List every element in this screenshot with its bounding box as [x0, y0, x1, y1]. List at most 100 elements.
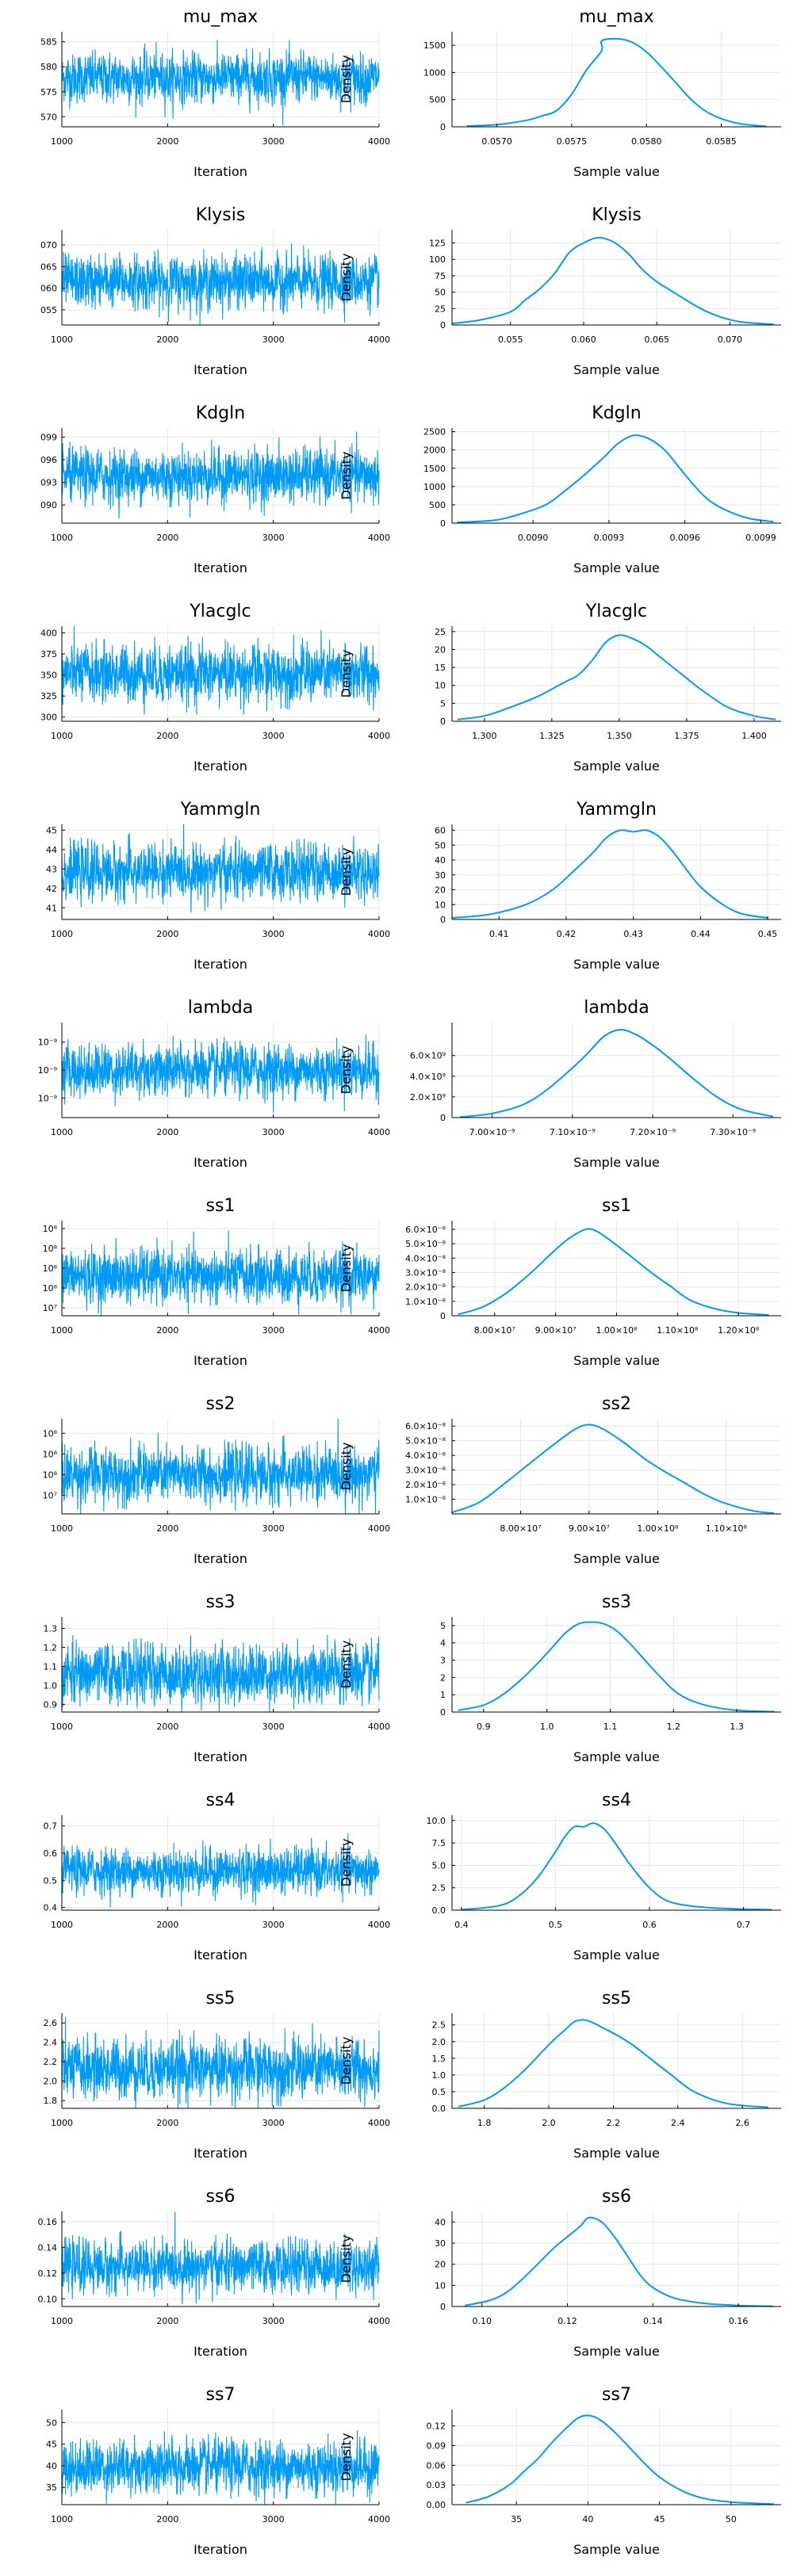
trace-y-tick-label: 0.5 [44, 1875, 58, 1886]
density-x-tick-label: 0.0580 [631, 136, 662, 147]
trace-y-tick-label: 41 [46, 903, 57, 913]
trace-x-tick-label: 1000 [51, 1722, 73, 1732]
density-x-tick-label: 0.4 [454, 1920, 469, 1930]
density-curve [465, 2216, 773, 2307]
trace-series [61, 431, 380, 519]
density-x-tick-label: 7.10×10⁻⁹ [550, 1127, 596, 1137]
density-x-tick-label: 0.060 [571, 334, 596, 345]
trace-y-tick-label: 10⁷ [43, 1491, 57, 1501]
density-y-tick-label: 10 [435, 2280, 446, 2291]
density-curve [465, 2414, 775, 2505]
density-x-tick-label: 1.00×10⁸ [637, 1523, 679, 1534]
chain-row-Kdgln: 1000 2000 3000 4000 090 093 096 099 Iteration Kdg… [40, 403, 781, 575]
density-y-tick-label: 0.0 [432, 2104, 446, 2114]
trace-x-tick-label: 1000 [51, 136, 73, 147]
chain-row-ss2: 1000 2000 3000 4000 10⁷ 10⁸ 10⁸ 10⁸ Iteration ss2… [43, 1394, 781, 1566]
density-y-tick-label: 1000 [423, 482, 446, 492]
density-x-tick-label: 2.2 [607, 2118, 621, 2128]
trace-x-tick-label: 3000 [262, 1920, 285, 1930]
trace-x-tick-label: 3000 [262, 1722, 285, 1732]
density-x-tick-label: 1.2 [667, 1722, 681, 1732]
chain-row-Klysis: 1000 2000 3000 4000055060065070IterationKly… [40, 205, 781, 377]
density-y-tick-label: 3.0×10⁻⁸ [405, 1267, 446, 1278]
trace-series [61, 1418, 380, 1515]
trace-y-tick-label: 2.4 [44, 2038, 58, 2048]
density-y-tick-label: 500 [429, 95, 446, 105]
trace-x-tick-label: 2000 [156, 731, 178, 741]
density-y-tick-label: 1.5 [432, 2054, 446, 2064]
density-y-tick-label: 2.0×10⁻⁸ [405, 1282, 446, 1293]
trace-x-label: Iteration [193, 2146, 247, 2161]
density-curve [459, 1029, 774, 1118]
density-panel: 0.4 0.5 0.6 0.7 0.0 2.5 5.0 7.5 10.0 Sample value… [339, 1791, 781, 1963]
density-x-tick-label: 0.43 [623, 929, 643, 939]
density-x-tick-label: 9.00×10⁷ [569, 1523, 610, 1534]
density-y-tick-label: 100 [429, 254, 446, 265]
trace-x-tick-label: 4000 [368, 533, 390, 543]
density-y-tick-label: 7.5 [432, 1838, 446, 1848]
density-x-tick-label: 0.0575 [557, 136, 588, 147]
trace-y-tick-label: 40 [46, 2461, 57, 2471]
trace-x-label: Iteration [193, 2344, 247, 2359]
density-x-tick-label: 0.5 [549, 1920, 563, 1930]
density-y-tick-label: 3 [440, 1656, 446, 1666]
chain-row-ss6: 1000 2000 3000 4000 0.10 0.12 0.14 0.16 Iteratio… [38, 2187, 781, 2359]
chain-row-ss1: 1000 2000 3000 4000 10⁷ 10⁸ 10⁸ 10⁸ 10⁸ Iteration… [43, 1196, 781, 1368]
density-panel: 0.10 0.12 0.14 0.16 0 10 20 30 40 Sample value Den… [339, 2187, 781, 2359]
density-y-tick-label: 20 [435, 2260, 446, 2270]
trace-x-tick-label: 1000 [51, 929, 73, 939]
density-x-tick-label: 1.1 [603, 1722, 618, 1732]
density-y-tick-label: 0 [440, 2302, 446, 2312]
trace-x-tick-label: 2000 [156, 1127, 178, 1137]
trace-x-tick-label: 2000 [156, 136, 178, 147]
density-y-tick-label: 0 [440, 122, 446, 132]
density-x-label: Sample value [573, 560, 660, 575]
density-y-tick-label: 0.06 [427, 2460, 446, 2471]
density-x-tick-label: 0.10 [472, 2316, 492, 2326]
density-y-tick-label: 0.00 [427, 2500, 446, 2510]
density-y-tick-label: 5.0 [432, 1860, 446, 1871]
density-x-tick-label: 0.0093 [594, 533, 625, 543]
density-title: lambda [584, 998, 649, 1018]
density-x-tick-label: 0.0585 [706, 136, 737, 147]
chain-row-Ylacglc: 1000 2000 3000 4000 300 325 350 375 400 Iteration… [40, 602, 781, 774]
density-title: ss5 [602, 1989, 631, 2008]
trace-x-tick-label: 2000 [156, 2118, 178, 2128]
density-x-tick-label: 0.45 [758, 929, 778, 939]
trace-x-label: Iteration [193, 2542, 247, 2557]
density-y-tick-label: 6.0×10⁹ [410, 1051, 446, 1061]
chain-row-lambda: 1000 2000 3000 4000 10⁻⁹ 10⁻⁹ 10⁻⁹ Iteration lam… [38, 998, 781, 1170]
trace-x-tick-label: 3000 [262, 2118, 285, 2128]
density-y-tick-label: 50 [435, 288, 446, 298]
density-y-tick-label: 1500 [423, 40, 446, 51]
density-y-tick-label: 0.09 [427, 2441, 446, 2452]
trace-panel: 1000 2000 3000 4000 0.9 1.0 1.1 1.2 1.3 Iteration… [44, 1592, 391, 1764]
trace-y-tick-label: 10⁻⁹ [38, 1038, 57, 1048]
density-y-tick-label: 40 [435, 855, 446, 866]
density-x-tick-label: 1.8 [477, 2118, 492, 2128]
trace-x-tick-label: 2000 [156, 929, 178, 939]
trace-y-tick-label: 0.14 [38, 2242, 58, 2253]
chain-row-Yammgln: 1000 2000 3000 4000 41 42 43 44 45 Iteration Yammg… [46, 800, 781, 972]
chain-row-ss3: 1000 2000 3000 4000 0.9 1.0 1.1 1.2 1.3 Iteration… [44, 1592, 781, 1764]
density-x-label: Sample value [573, 2344, 660, 2359]
trace-y-tick-label: 1.2 [44, 1642, 58, 1653]
density-y-tick-label: 30 [435, 870, 446, 881]
density-x-tick-label: 0.0090 [518, 533, 549, 543]
trace-x-tick-label: 3000 [262, 334, 285, 345]
density-y-tick-label: 2000 [423, 445, 446, 456]
trace-y-tick-label: 0.9 [44, 1699, 58, 1710]
density-x-tick-label: 0.6 [642, 1920, 657, 1930]
density-y-tick-label: 1.0×10⁻⁸ [405, 1495, 446, 1505]
trace-panel: 1000 2000 3000 4000 0.4 0.5 0.6 0.7 Iteration ss4 [44, 1791, 391, 1963]
density-x-tick-label: 0.14 [643, 2316, 663, 2326]
density-panel: 0.055 0.060 0.065 0.070 0 25 50 75 100 125 Sample … [339, 205, 781, 377]
density-y-tick-label: 0 [440, 1311, 446, 1321]
trace-y-tick-label: 099 [40, 432, 57, 442]
trace-y-tick-label: 10⁻⁹ [38, 1065, 57, 1076]
trace-y-tick-label: 1.3 [44, 1623, 58, 1634]
trace-series [61, 1230, 380, 1317]
density-x-label: Sample value [573, 362, 660, 377]
trace-x-tick-label: 3000 [262, 1523, 285, 1534]
trace-x-label: Iteration [193, 1155, 247, 1170]
